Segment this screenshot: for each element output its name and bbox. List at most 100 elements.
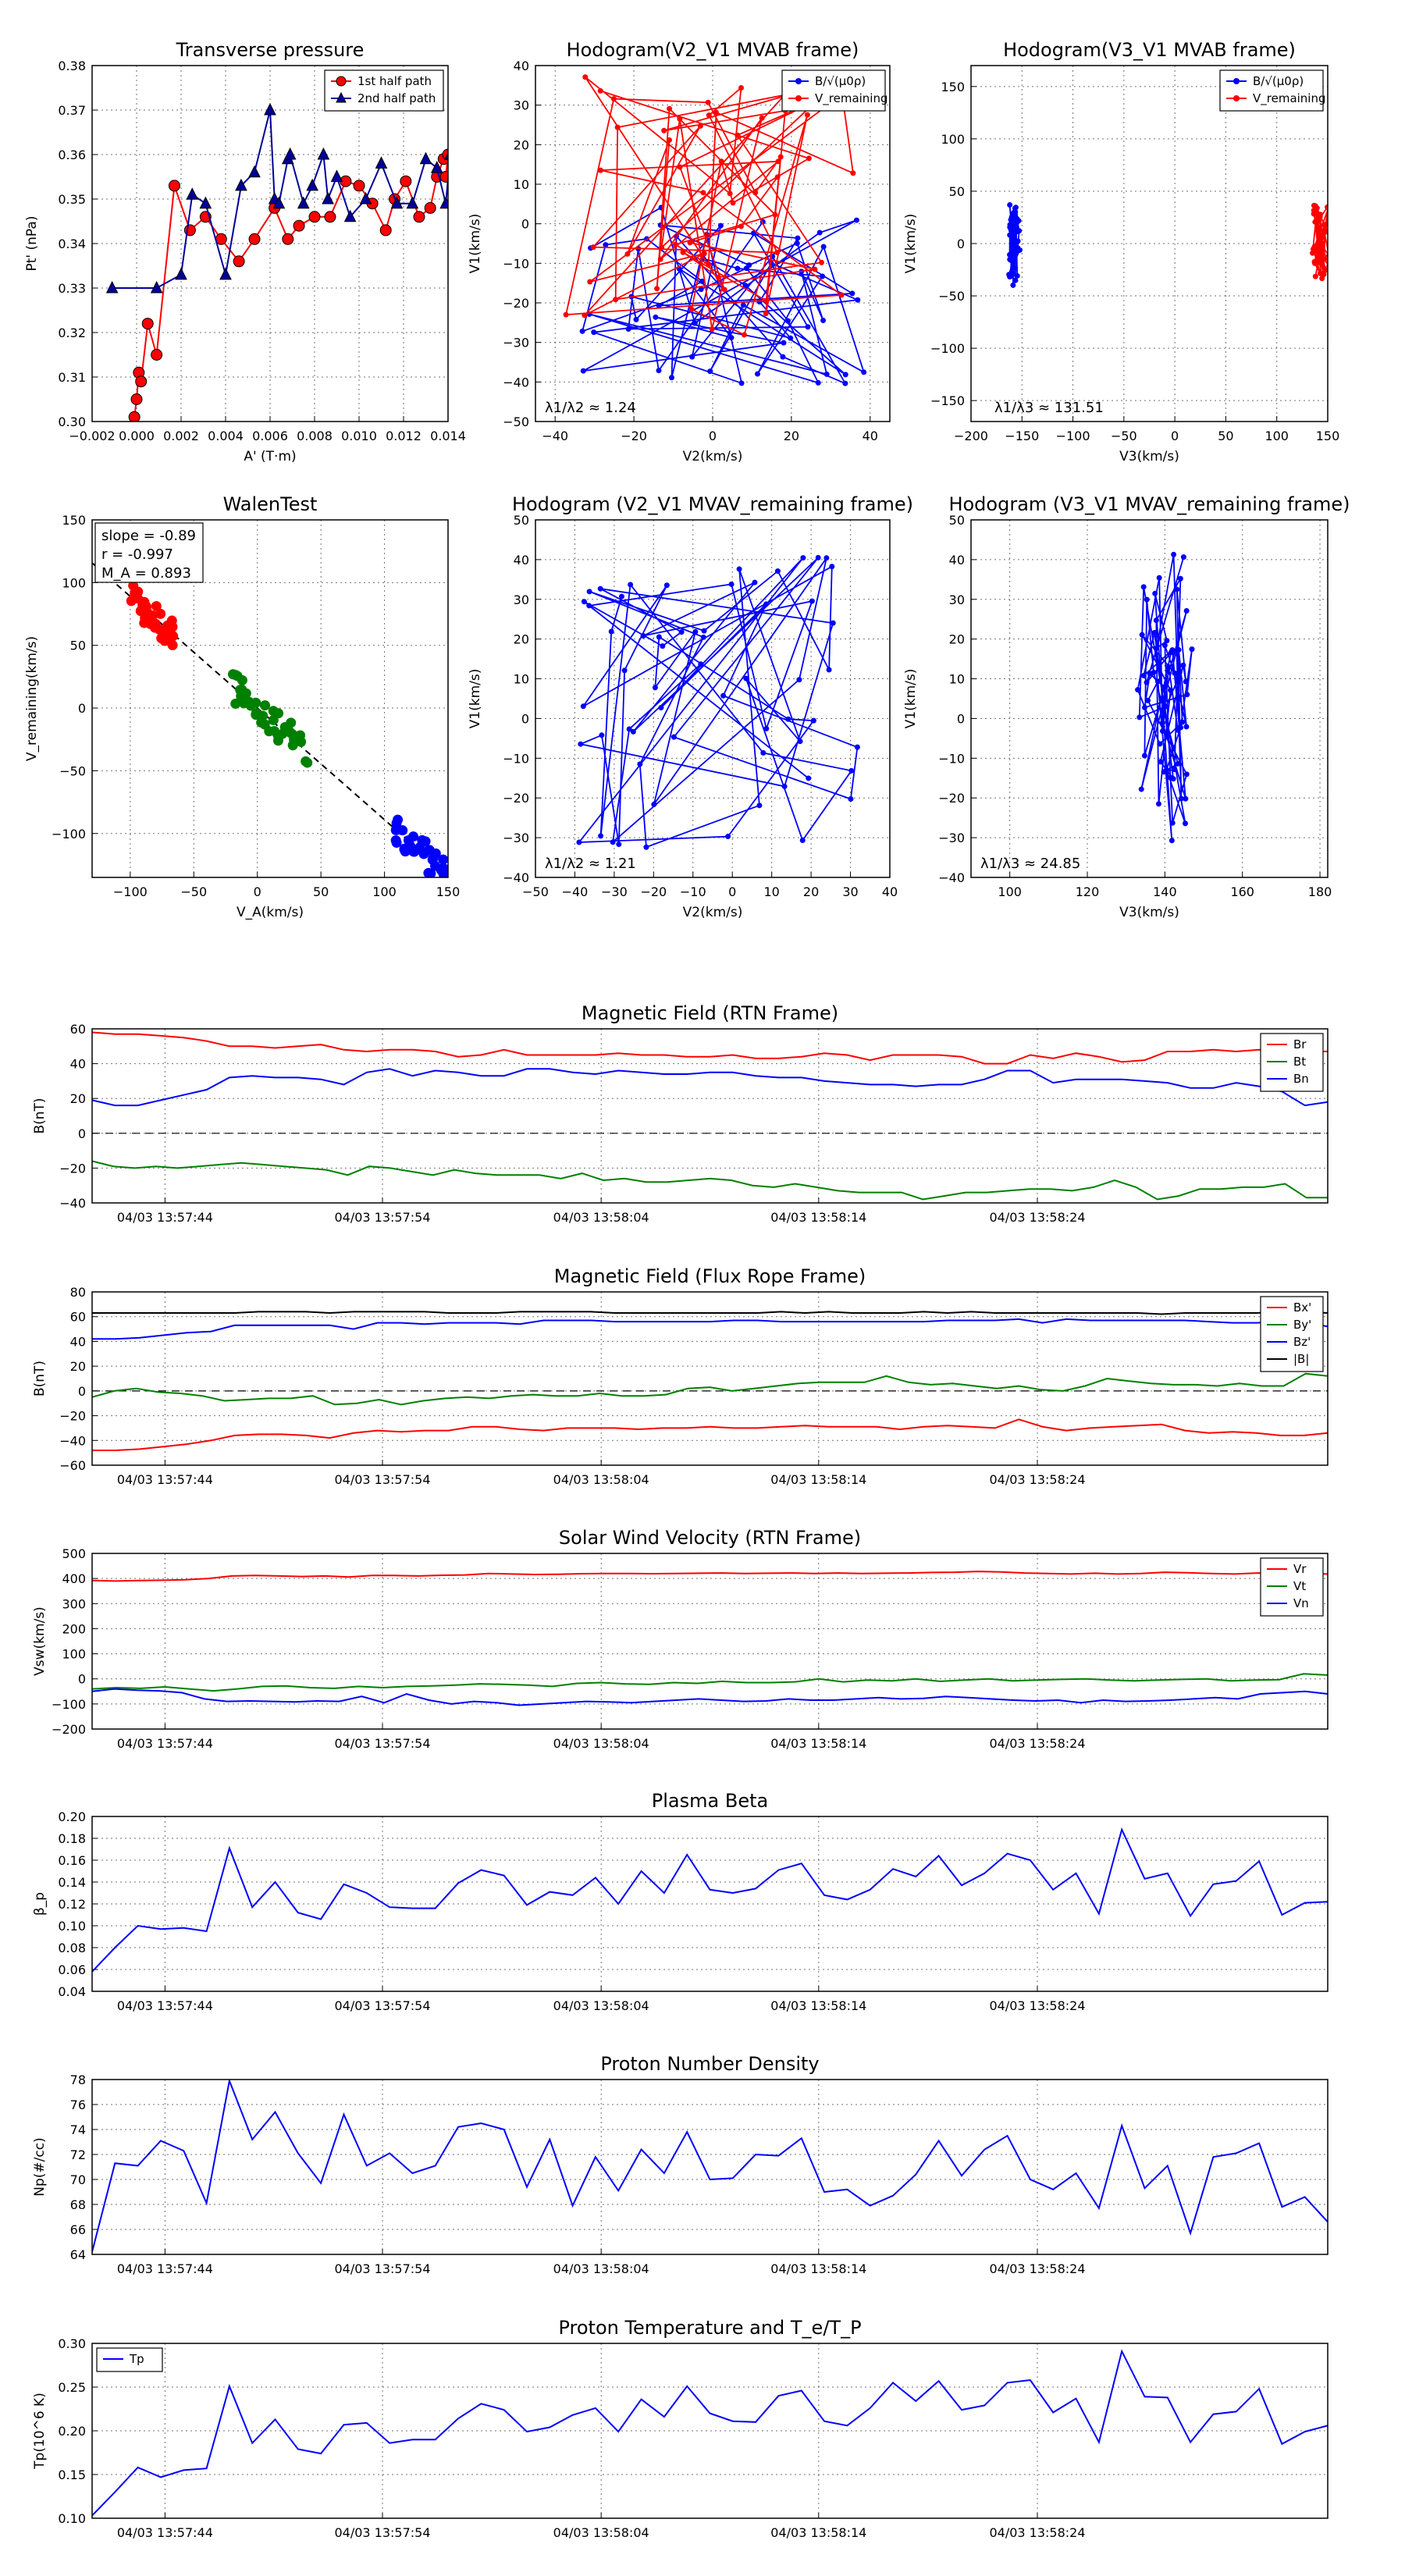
data-point bbox=[654, 286, 660, 292]
data-point bbox=[1144, 596, 1150, 603]
data-point bbox=[738, 84, 745, 91]
x-tick-label: −50 bbox=[1111, 429, 1137, 443]
lambda-ratio-annotation: λ1/λ3 ≈ 24.85 bbox=[980, 856, 1080, 872]
data-point-circle bbox=[324, 211, 336, 223]
data-point bbox=[752, 190, 759, 196]
data-point bbox=[610, 96, 617, 102]
y-tick-label: 30 bbox=[949, 592, 965, 607]
chart-title: WalenTest bbox=[223, 493, 318, 515]
x-tick-label: 04/03 13:57:54 bbox=[334, 2525, 430, 2540]
legend-label: Br bbox=[1293, 1037, 1307, 1051]
data-point bbox=[1319, 276, 1325, 282]
data-point bbox=[1012, 265, 1019, 271]
y-tick-label: 50 bbox=[70, 639, 86, 653]
data-point bbox=[774, 249, 781, 255]
data-point-triangle bbox=[283, 147, 297, 160]
plot-frame bbox=[91, 519, 449, 878]
data-point bbox=[1172, 767, 1178, 773]
data-point bbox=[725, 834, 731, 840]
y-axis-label: Tp(10^6 K) bbox=[32, 2393, 48, 2470]
y-tick-label: 0.38 bbox=[58, 59, 86, 73]
data-point bbox=[232, 671, 243, 681]
data-point bbox=[855, 297, 861, 303]
data-point bbox=[1139, 632, 1145, 638]
y-tick-label: −50 bbox=[503, 415, 529, 429]
x-tick-label: 04/03 13:57:54 bbox=[334, 1210, 430, 1225]
y-tick-label: 60 bbox=[70, 1022, 86, 1037]
legend-frame bbox=[1219, 69, 1324, 112]
y-tick-label: 0.25 bbox=[58, 2380, 86, 2395]
data-point bbox=[621, 667, 628, 674]
data-point bbox=[720, 692, 727, 699]
series-line-b bbox=[92, 1311, 1328, 1315]
data-point bbox=[848, 795, 854, 802]
data-point bbox=[1015, 229, 1021, 235]
data-point bbox=[614, 124, 621, 130]
y-tick-label: 200 bbox=[62, 1621, 86, 1636]
data-point bbox=[849, 290, 855, 297]
ticks-vsw: −200 −100 0 100 200 300 400 500 04/03 13:57:44 04… bbox=[52, 1546, 1085, 1751]
data-point-triangle bbox=[390, 196, 404, 209]
data-point bbox=[700, 634, 706, 640]
series-line bbox=[577, 557, 859, 849]
x-tick-label: 50 bbox=[313, 884, 329, 899]
data-point bbox=[403, 834, 414, 845]
y-tick-label: −150 bbox=[930, 393, 965, 408]
legend-label: Bt bbox=[1293, 1055, 1306, 1069]
series-line-bx bbox=[92, 1418, 1328, 1451]
x-tick-label: 04/03 13:58:04 bbox=[553, 1210, 649, 1225]
y-tick-label: 0.34 bbox=[58, 237, 86, 251]
data-point bbox=[1012, 277, 1019, 283]
data-point bbox=[1180, 554, 1186, 560]
data-point bbox=[630, 728, 636, 735]
data-point bbox=[830, 620, 836, 626]
data-point bbox=[1158, 759, 1164, 765]
ticks-h31: −150 −100 −50 0 50 100 150 −200 −150 −100 −50 0 50 10… bbox=[930, 80, 1339, 443]
grid-tp2 bbox=[92, 2343, 1328, 2519]
legend: Vr Vt Vn bbox=[1260, 1557, 1324, 1617]
data-point bbox=[1147, 671, 1153, 677]
y-tick-label: 0 bbox=[957, 237, 965, 251]
y-tick-label: 400 bbox=[62, 1571, 86, 1586]
x-tick-label: −200 bbox=[954, 429, 988, 443]
data-point bbox=[424, 845, 435, 856]
plot-frame bbox=[91, 2079, 1329, 2255]
data-point bbox=[781, 783, 788, 789]
data-point bbox=[815, 554, 821, 560]
data-point-triangle bbox=[322, 191, 334, 205]
data-point bbox=[738, 380, 745, 386]
y-tick-label: −40 bbox=[503, 870, 529, 885]
x-tick-label: 160 bbox=[1230, 884, 1254, 899]
data-point bbox=[240, 688, 251, 699]
y-tick-label: 0.35 bbox=[58, 192, 86, 207]
x-tick-label: 04/03 13:57:54 bbox=[334, 1736, 430, 1751]
data-point bbox=[1010, 231, 1016, 237]
grid-bfr bbox=[92, 1291, 1328, 1466]
y-axis-label: B(nT) bbox=[32, 1361, 48, 1397]
grid-h31 bbox=[970, 66, 1329, 422]
y-tick-label: −100 bbox=[52, 1697, 86, 1712]
chart-title: Hodogram(V3_V1 MVAB frame) bbox=[1003, 39, 1296, 61]
data-point bbox=[1324, 204, 1328, 210]
y-tick-label: 0 bbox=[78, 701, 86, 716]
y-tick-label: 0.30 bbox=[58, 2336, 86, 2351]
data-point bbox=[1007, 224, 1013, 230]
data-point bbox=[598, 833, 604, 839]
plot-frame bbox=[535, 519, 891, 878]
data-point bbox=[582, 312, 588, 318]
y-tick-label: 0.36 bbox=[58, 148, 86, 162]
y-tick-label: 30 bbox=[514, 98, 529, 113]
data-point bbox=[1177, 575, 1183, 582]
chart-beta: 0.04 0.06 0.08 0.10 0.12 0.14 0.16 0.18 0.20 04/0… bbox=[32, 1790, 1329, 2013]
legend-label: B/√(μ0ρ) bbox=[815, 74, 866, 88]
data-point bbox=[667, 105, 673, 112]
y-tick-label: 40 bbox=[70, 1057, 86, 1072]
data-point bbox=[1155, 801, 1161, 807]
data-point bbox=[624, 251, 631, 257]
plot-frame bbox=[91, 1291, 1329, 1466]
data-point bbox=[658, 705, 664, 711]
data-point bbox=[1159, 720, 1165, 726]
x-tick-label: 04/03 13:57:44 bbox=[117, 2261, 213, 2276]
